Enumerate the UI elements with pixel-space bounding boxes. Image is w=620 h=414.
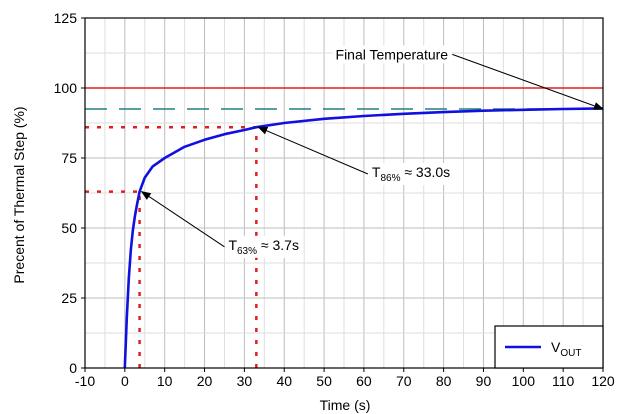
- y-tick-label: 50: [61, 220, 77, 236]
- x-axis-label: Time (s): [320, 397, 371, 413]
- x-tick-label: -10: [75, 373, 95, 389]
- y-axis-label: Precent of Thermal Step (%): [11, 106, 27, 283]
- annotation-text-part: T: [228, 237, 237, 253]
- annotation-text-part: ≈ 33.0s: [400, 164, 450, 180]
- plot-frame: [84, 17, 604, 369]
- annotation-background: [332, 45, 452, 64]
- annotation-text-part: 86%: [380, 173, 400, 184]
- annotation-arrow: [452, 53, 604, 110]
- y-tick-label: 100: [54, 80, 78, 96]
- x-tick-label: 40: [276, 373, 292, 389]
- y-tick-label: 0: [69, 360, 77, 376]
- legend: VOUT: [494, 325, 604, 369]
- annotation-text-part: T: [372, 164, 381, 180]
- series-line-vout: [123, 107, 604, 369]
- legend-label-sub: OUT: [560, 348, 581, 359]
- x-tick-label: 90: [476, 373, 492, 389]
- annotation-label: T86% ≈ 33.0s: [372, 164, 450, 184]
- x-tick-label: 80: [436, 373, 452, 389]
- y-tick-label: 25: [61, 290, 77, 306]
- x-tick-label: 30: [237, 373, 253, 389]
- annotation-label: T63% ≈ 3.7s: [228, 237, 299, 257]
- annotation-label: Final Temperature: [336, 46, 449, 62]
- x-tick-label: 10: [157, 373, 173, 389]
- annotation-arrow: [257, 126, 369, 175]
- axes: -10 0 10 20 30 40 50 60 70 80 90 100 110 120025507510…: [54, 10, 615, 389]
- x-tick-label: 100: [512, 373, 536, 389]
- grid: [84, 17, 604, 369]
- annotation-arrow: [140, 191, 225, 248]
- series: [123, 107, 604, 369]
- x-tick-label: 0: [121, 373, 129, 389]
- y-tick-label: 75: [61, 150, 77, 166]
- y-tick-label: 125: [54, 10, 78, 26]
- x-tick-label: 110: [552, 373, 575, 389]
- x-tick-label: 50: [316, 373, 332, 389]
- legend-label-main: V: [551, 339, 561, 355]
- x-tick-label: 60: [356, 373, 372, 389]
- annotation-background: [368, 163, 454, 185]
- annotation-background: [225, 235, 302, 258]
- x-tick-label: 70: [396, 373, 412, 389]
- legend-label: VOUT: [551, 339, 581, 359]
- x-tick-label: 20: [197, 373, 213, 389]
- annotation-text-part: 63%: [237, 246, 257, 257]
- x-tick-label: 120: [591, 373, 615, 389]
- annotation-text-part: ≈ 3.7s: [257, 237, 299, 253]
